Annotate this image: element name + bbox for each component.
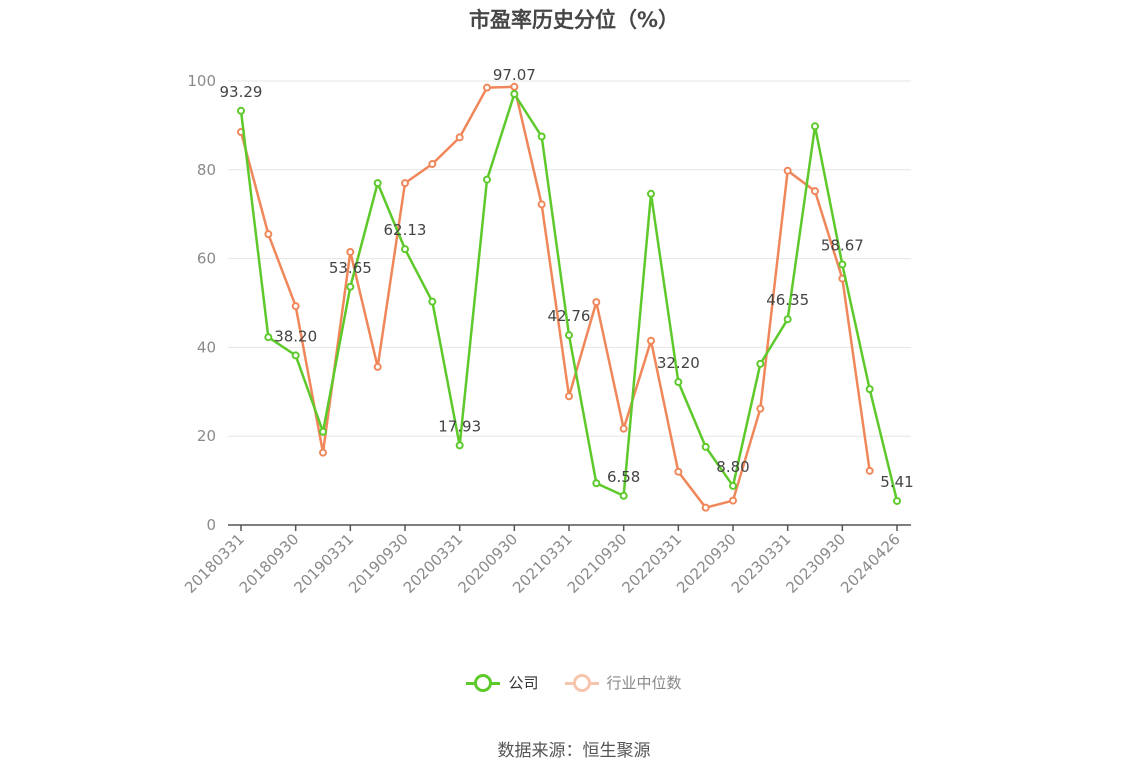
y-tick-label: 100 bbox=[187, 72, 216, 90]
legend-industry-label: 行业中位数 bbox=[606, 674, 682, 692]
legend: 公司 行业中位数 bbox=[0, 672, 1148, 693]
data-point-industry bbox=[510, 82, 519, 91]
data-label: 58.67 bbox=[821, 237, 864, 255]
data-point-industry bbox=[483, 83, 491, 92]
series-line-industry bbox=[239, 85, 871, 509]
data-point-company bbox=[565, 331, 573, 340]
data-point-company bbox=[893, 496, 901, 505]
data-label: 46.35 bbox=[766, 291, 809, 309]
data-point-company bbox=[838, 260, 847, 269]
data-label: 5.41 bbox=[880, 473, 913, 491]
y-tick-label: 40 bbox=[197, 338, 216, 356]
data-point-industry bbox=[346, 247, 355, 256]
data-point-industry bbox=[264, 230, 273, 239]
data-point-company bbox=[237, 106, 245, 115]
data-point-company bbox=[537, 132, 546, 141]
data-point-company bbox=[674, 378, 683, 387]
data-point-company bbox=[346, 282, 355, 291]
legend-item-company[interactable]: 公司 bbox=[466, 672, 539, 693]
data-point-industry bbox=[619, 424, 628, 433]
data-point-company bbox=[291, 351, 300, 360]
data-labels: 93.29 38.20 53.65 62.13 17.93 97.07 42.76 6.58 3… bbox=[220, 66, 914, 491]
data-point-company bbox=[729, 481, 737, 490]
data-point-industry bbox=[428, 160, 437, 169]
data-source: 数据来源：恒生聚源 bbox=[497, 741, 651, 761]
data-point-company bbox=[510, 90, 519, 99]
data-point-industry bbox=[537, 200, 546, 209]
y-tick-label: 80 bbox=[197, 161, 216, 179]
data-label: 8.80 bbox=[716, 458, 749, 476]
y-tick-label: 20 bbox=[197, 427, 216, 445]
data-label: 62.13 bbox=[384, 221, 427, 239]
data-label: 17.93 bbox=[438, 417, 481, 435]
data-label: 6.58 bbox=[607, 468, 640, 486]
data-point-industry bbox=[865, 466, 874, 475]
data-point-company bbox=[592, 479, 601, 488]
data-point-company bbox=[701, 442, 710, 451]
data-point-industry bbox=[401, 179, 409, 188]
data-point-industry bbox=[783, 166, 792, 175]
data-point-company bbox=[483, 175, 491, 184]
data-point-company bbox=[647, 189, 655, 198]
data-label: 42.76 bbox=[548, 307, 591, 325]
data-point-industry bbox=[319, 448, 327, 457]
legend-company-marker bbox=[466, 673, 501, 692]
chart-title: 市盈率历史分位（%） bbox=[468, 8, 680, 32]
data-point-industry bbox=[592, 298, 601, 307]
data-point-industry bbox=[373, 362, 382, 371]
data-point-company bbox=[401, 245, 409, 254]
series-lines bbox=[237, 82, 901, 512]
data-point-industry bbox=[565, 392, 573, 401]
data-point-company bbox=[756, 359, 765, 368]
data-point-company bbox=[619, 491, 628, 500]
data-point-company bbox=[455, 441, 464, 450]
data-point-industry bbox=[674, 467, 683, 476]
data-point-company bbox=[428, 297, 437, 306]
data-label: 97.07 bbox=[493, 66, 536, 84]
data-point-industry bbox=[455, 133, 464, 142]
legend-company-label: 公司 bbox=[508, 674, 539, 692]
data-point-company bbox=[264, 333, 273, 342]
data-point-company bbox=[865, 385, 874, 394]
data-label: 38.20 bbox=[274, 327, 317, 345]
data-point-industry bbox=[729, 496, 737, 505]
data-label: 53.65 bbox=[329, 259, 372, 277]
y-tick-label: 0 bbox=[206, 516, 216, 534]
data-point-company bbox=[811, 122, 819, 131]
data-label: 93.29 bbox=[220, 83, 263, 101]
data-point-industry bbox=[291, 302, 300, 311]
data-point-industry bbox=[701, 503, 710, 512]
data-point-company bbox=[373, 179, 382, 188]
data-point-company bbox=[319, 427, 327, 436]
data-point-company bbox=[783, 315, 792, 324]
data-point-industry bbox=[647, 336, 655, 345]
legend-item-industry[interactable]: 行业中位数 bbox=[564, 672, 682, 693]
legend-industry-marker bbox=[564, 673, 599, 692]
data-label: 32.20 bbox=[657, 354, 700, 372]
data-point-industry bbox=[756, 404, 765, 413]
data-point-industry bbox=[811, 187, 819, 196]
x-tick-label: 20240426 bbox=[837, 530, 904, 597]
y-tick-label: 60 bbox=[197, 250, 216, 268]
